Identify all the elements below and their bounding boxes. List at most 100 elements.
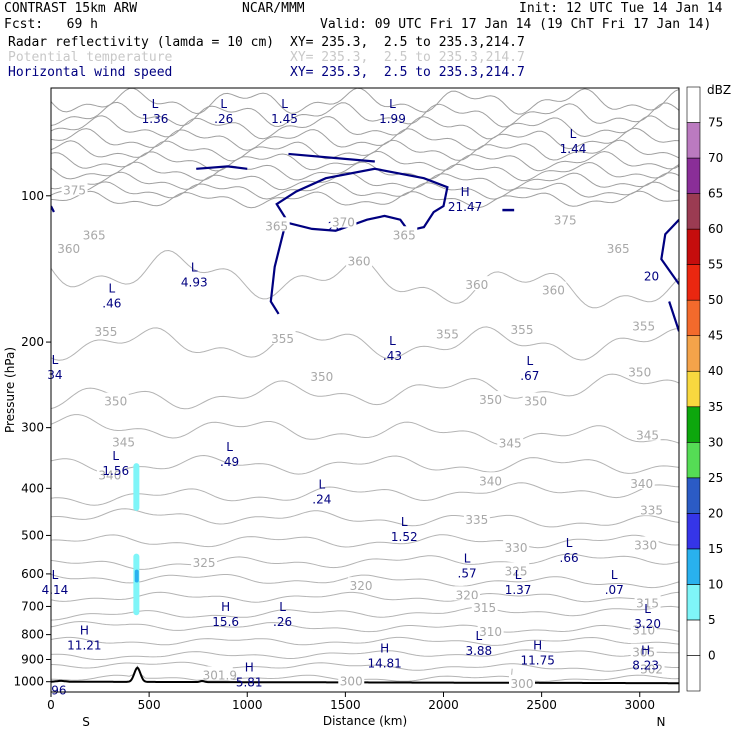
theta-label-bg [391, 226, 418, 241]
theta-label: 350 [628, 366, 651, 380]
colorbar-level-label: 50 [708, 293, 723, 307]
theta-contour-line [51, 573, 679, 589]
colorbar-unit: dBZ [707, 83, 731, 97]
extremum-type: L [644, 602, 651, 616]
extremum-value: .07 [605, 583, 624, 597]
stratosphere-theta-line [51, 150, 679, 172]
stratosphere-theta-line [51, 115, 679, 140]
theta-label-bg [626, 363, 653, 378]
theta-label-bg [463, 511, 490, 526]
x-tick-label: 500 [138, 698, 161, 712]
theta-contour-line [51, 326, 679, 361]
theta-label: 325 [193, 556, 216, 570]
colorbar-level-label: 5 [708, 613, 716, 627]
theta-contour-line [51, 636, 679, 646]
extremum-type: H [641, 644, 650, 658]
extremum-type: L [389, 334, 396, 348]
theta-label-bg [346, 252, 373, 267]
colorbar-swatch [686, 477, 701, 514]
y-tick-label: 100 [21, 189, 44, 203]
theta-label-bg [509, 674, 535, 689]
extremum-value: 34 [47, 368, 62, 382]
colorbar-level-label: 0 [708, 648, 716, 662]
theta-label-bg [632, 536, 659, 551]
colorbar-swatch [686, 193, 701, 230]
y-tick-label: 900 [21, 652, 44, 666]
extremum-value: 5.81 [236, 675, 263, 689]
theta-label-bg [92, 323, 119, 338]
extremum-type: L [515, 568, 522, 582]
field-wind-xy: XY= 235.3, 2.5 to 235.3,214.7 [290, 65, 525, 80]
model-name: CONTRAST 15km ARW [4, 1, 138, 16]
extremum-type: L [389, 97, 396, 111]
extremum-value: 11.75 [521, 653, 555, 667]
extremum-value: 96 [51, 684, 66, 698]
colorbar-level-label: 30 [708, 435, 723, 449]
y-tick-label: 600 [21, 567, 44, 581]
reflectivity-cell [133, 463, 140, 511]
theta-label: 340 [479, 474, 502, 488]
colorbar-swatch [686, 513, 701, 550]
extremum-type: L [281, 97, 288, 111]
extremum-value: .46 [102, 296, 121, 310]
colorbar-level-label: 15 [708, 542, 723, 556]
stratosphere-theta-line [51, 88, 679, 115]
theta-label-bg [503, 538, 530, 553]
colorbar-swatch [686, 548, 701, 585]
extremum-value: 14.81 [367, 656, 401, 670]
field-theta-label: Potential temperature [8, 50, 173, 65]
theta-label: 375 [554, 214, 577, 228]
center-name: NCAR/MMM [242, 1, 305, 16]
stratosphere-theta-line [51, 181, 679, 200]
field-reflectivity-label: Radar reflectivity (lamda = 10 cm) [8, 35, 275, 50]
extremum-type: L [318, 477, 325, 491]
theta-label: 310 [632, 623, 655, 637]
theta-label-bg [552, 211, 579, 226]
extremum-type: L [108, 281, 115, 295]
theta-label-bg [628, 474, 655, 489]
theta-label: 365 [83, 228, 106, 242]
extremum-type: L [401, 515, 408, 529]
theta-label-bg [503, 562, 530, 577]
theta-label: 345 [636, 429, 659, 443]
theta-label: 300 [511, 677, 534, 691]
theta-label: 335 [465, 513, 488, 527]
colorbar: 0 5 10 15 20 25 30 35 40 45 50 55 60 65 70 75 dBZ [686, 83, 731, 692]
colorbar-level-label: 70 [708, 151, 723, 165]
wind-contours: 2020 [51, 152, 679, 332]
colorbar-swatch [686, 655, 701, 692]
extremum-type: L [566, 536, 573, 550]
x-axis-label: Distance (km) [323, 714, 407, 728]
wind-extrema-labels: L1.36L.26L1.45L1.99H21.47L1.44L4.93L.46L… [42, 97, 661, 697]
colorbar-swatch [686, 299, 701, 337]
extremum-value: .49 [220, 455, 239, 469]
colorbar-swatch [686, 228, 701, 265]
theta-label: 340 [98, 469, 121, 483]
theta-label-bg [522, 392, 549, 407]
colorbar-level-label: 10 [708, 577, 723, 591]
theta-label: 325 [505, 564, 528, 578]
theta-label: 350 [524, 395, 547, 409]
y-tick-label: 700 [21, 599, 44, 613]
theta-label: 350 [310, 370, 333, 384]
y-tick-label: 400 [21, 481, 44, 495]
extremum-value: 8.23 [632, 659, 659, 673]
theta-label: 375 [63, 183, 86, 197]
x-tick-label: 1000 [232, 698, 263, 712]
theta-label-bg [630, 643, 657, 658]
theta-label-bg [634, 594, 661, 609]
theta-label: 335 [640, 503, 663, 517]
extremum-value: 1.44 [560, 142, 587, 156]
theta-label-bg [477, 472, 504, 487]
theta-label-bg [81, 226, 108, 241]
stratosphere-theta-line [51, 171, 679, 191]
theta-label: 370 [332, 216, 355, 230]
extremum-value: 1.36 [142, 112, 169, 126]
y-tick-label: 200 [21, 335, 44, 349]
reflectivity-cell [134, 569, 139, 583]
plot-frame [50, 87, 680, 693]
extremum-value: 1.56 [102, 464, 129, 478]
theta-label-bg [206, 666, 233, 681]
extremum-type: H [380, 641, 389, 655]
